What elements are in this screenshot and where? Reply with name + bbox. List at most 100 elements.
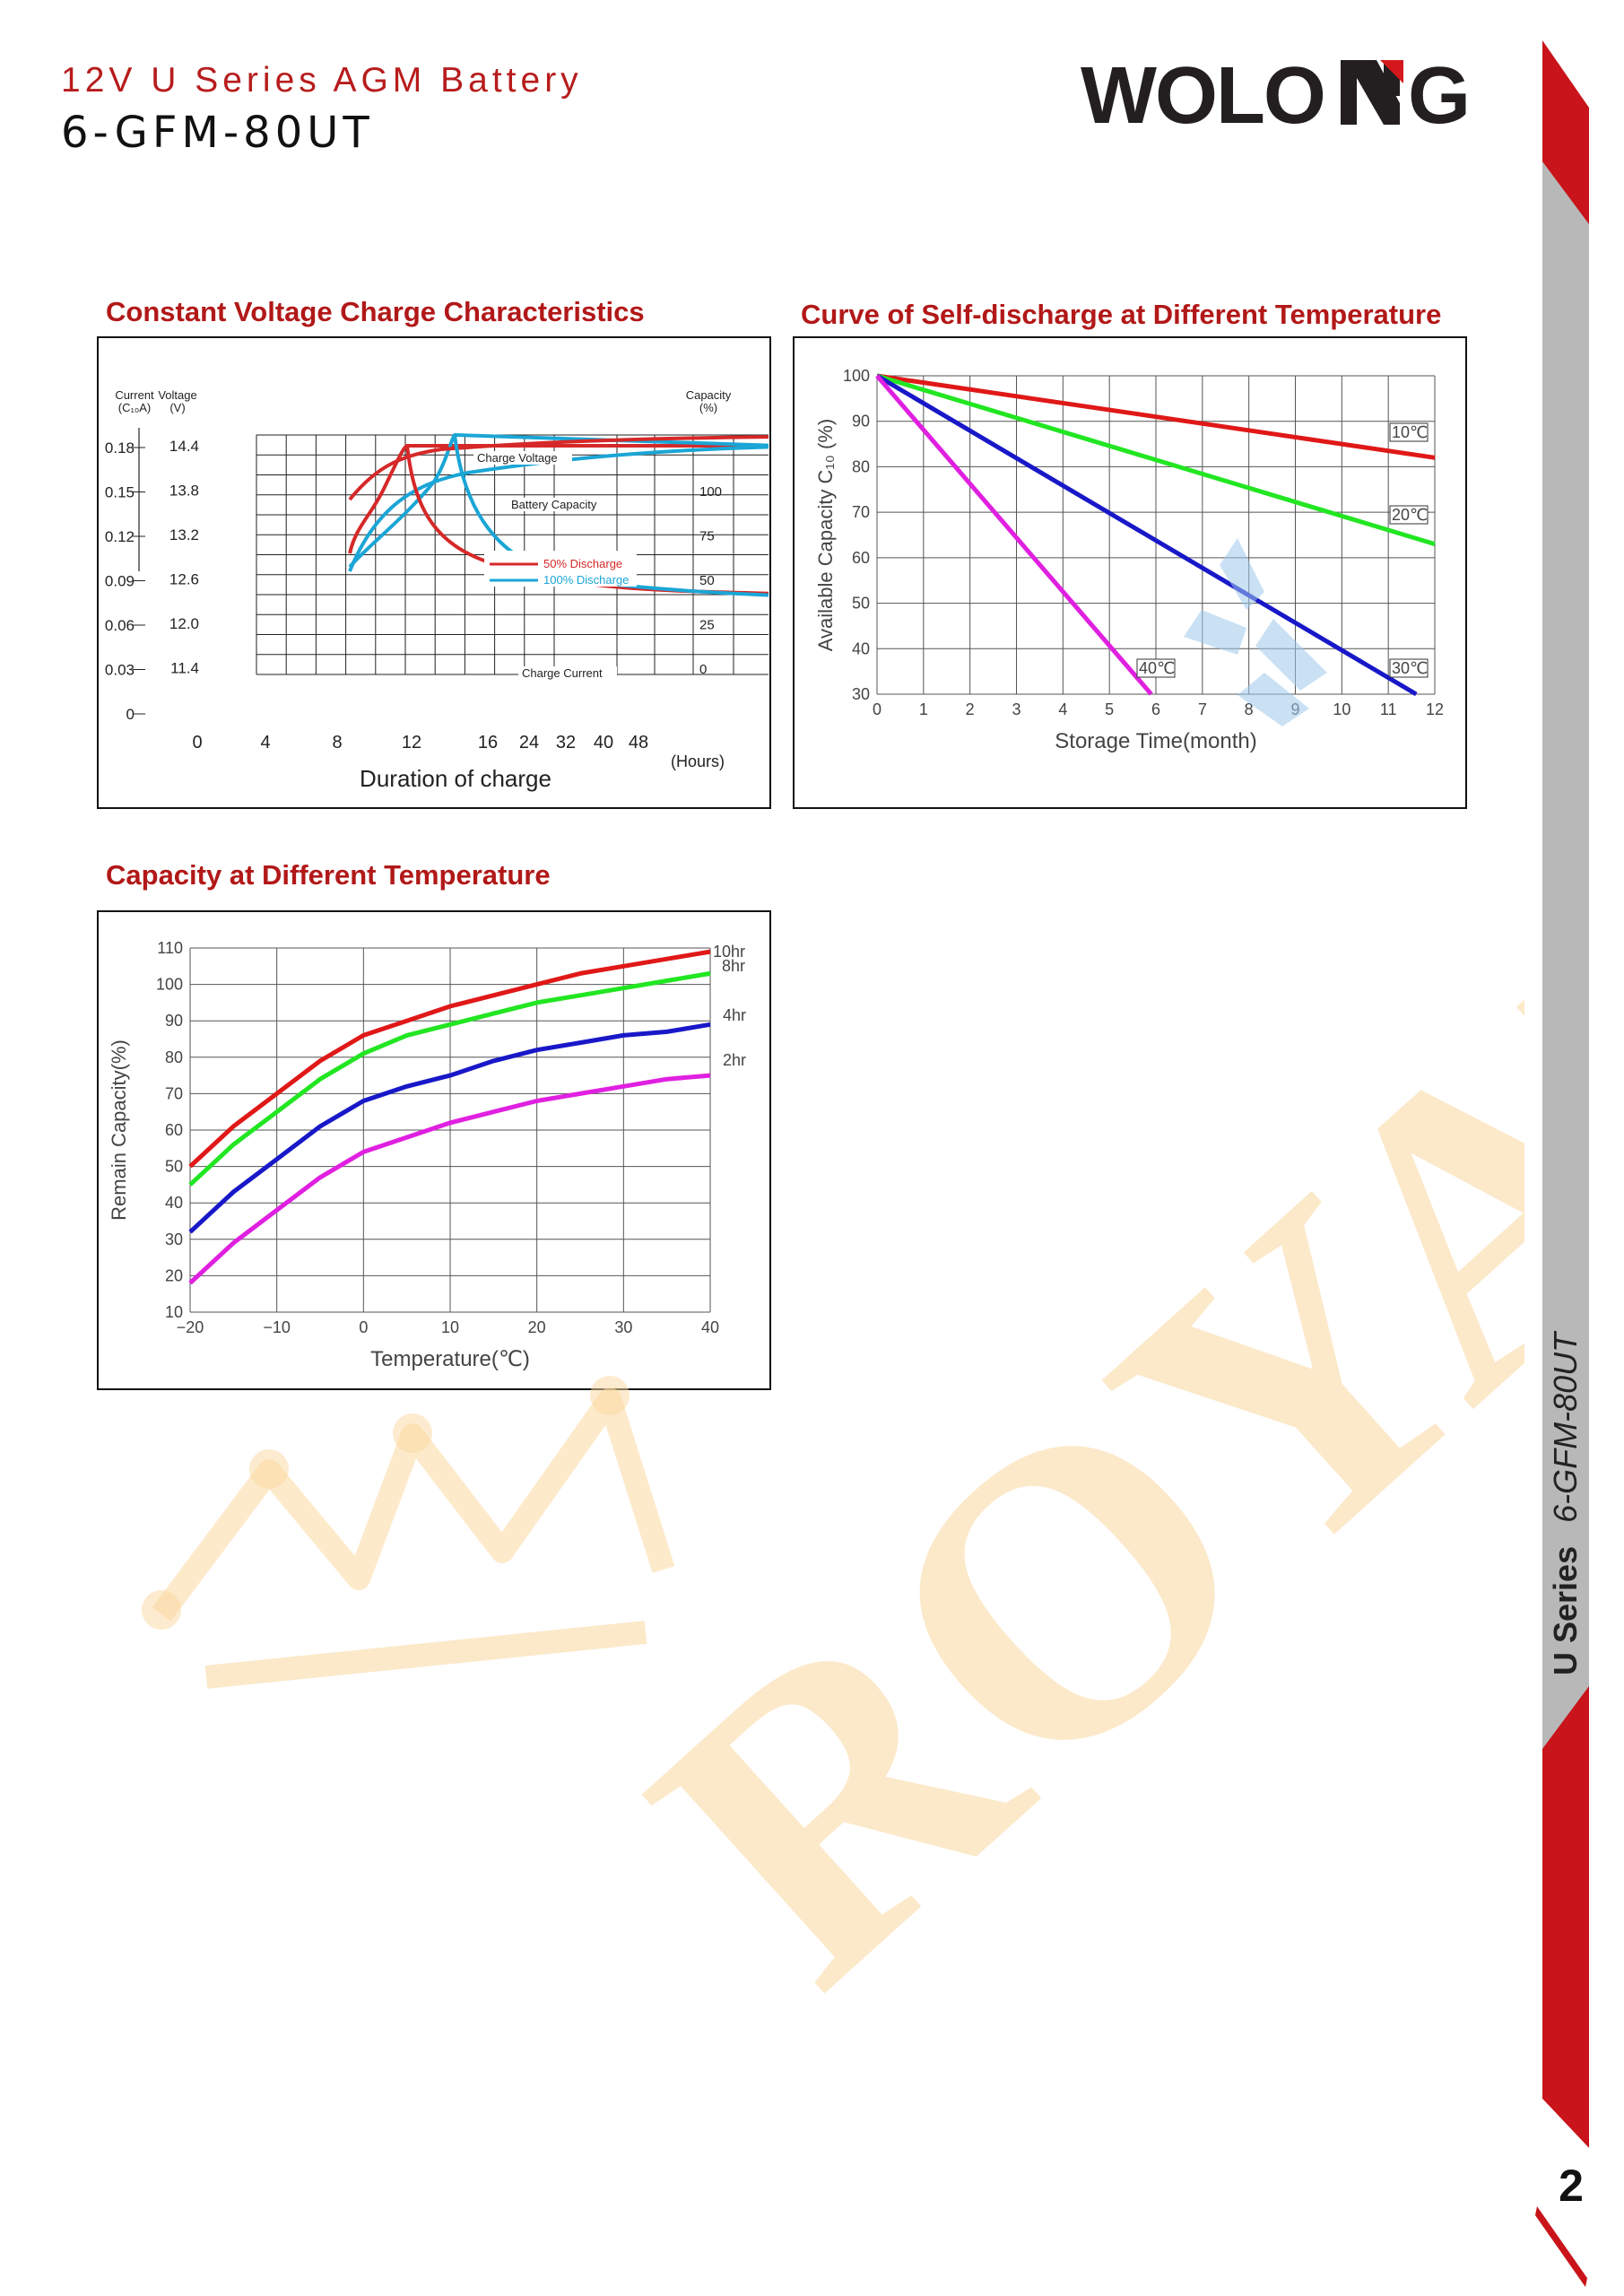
y-tick-label: 110 [157,939,183,957]
series-label-box [1389,505,1429,525]
x-tick-label: −10 [263,1318,291,1336]
voltage-tick-label: 13.8 [169,483,199,500]
y-tick-label: 90 [852,413,870,430]
section-title-self-discharge: Curve of Self-discharge at Different Tem… [801,299,1442,330]
x-tick-label: 6 [1151,700,1160,718]
x-tick-label: 5 [1105,700,1114,718]
y-tick-label: 30 [165,1231,183,1248]
x-tick-label: 3 [1012,700,1020,718]
y-tick-label: 90 [165,1012,183,1030]
voltage-axis-label: (V) [169,401,185,414]
x-axis-title: Duration of charge [360,765,551,792]
current-tick-label: 0.18 [105,439,135,457]
y-tick-label: 30 [852,685,870,703]
current-tick-label: 0.06 [105,617,135,634]
x-tick-label: 40 [594,733,613,752]
series-label: 30℃ [1392,659,1428,677]
y-tick-label: 60 [852,549,870,567]
current-tick-label: 0.15 [105,484,135,501]
capacity-tick-label: 25 [699,618,715,633]
series-label: 8hr [722,957,745,975]
y-tick-label: 40 [852,639,870,657]
capacity-tick-label: 100 [699,484,722,500]
voltage-axis-label: Voltage [158,388,196,402]
side-model-name: 6-GFM-80UT [1547,1332,1584,1523]
section-title-charge: Constant Voltage Charge Characteristics [106,296,645,327]
series-label: 4hr [723,1006,746,1024]
x-tick-label: 7 [1198,700,1207,718]
y-tick-label: 10 [165,1303,183,1321]
x-tick-label: 10 [1333,700,1350,718]
legend-label-100: 100% Discharge [543,573,629,587]
current-axis-label: Current [115,388,154,402]
series-line-40℃ [875,374,1153,696]
curve-capacity-100 [348,445,781,572]
x-tick-label: 32 [556,733,576,752]
series-line-10hr [188,949,711,1169]
svg-text:G: G [1408,51,1471,139]
x-tick-label: 20 [528,1318,546,1336]
side-series-name: U Series [1547,1545,1584,1675]
x-tick-label: 12 [1426,700,1444,718]
series-line-2hr [188,1073,711,1285]
x-tick-label: 40 [701,1318,719,1336]
charge-chart: Current(C₁₀A) Voltage(V) Capacity(%) 0.18 0.… [105,388,781,792]
x-tick-label: 8 [1245,700,1254,718]
y-tick-label: 60 [165,1121,183,1139]
voltage-tick-label: 12.0 [169,615,199,632]
series-line-8hr [188,970,711,1187]
charge-chart-panel: Current (C₁₀A) Voltage (V) Capacity (%) 0.18 0.… [97,336,781,809]
current-tick-label: 0.12 [105,528,135,545]
y-tick-label: 100 [156,976,183,994]
capacity-tick-label: 50 [699,573,715,588]
legend-label-50: 50% Discharge [543,557,622,570]
series-line-4hr [188,1022,711,1234]
curve-charge-voltage-100 [348,432,781,569]
series-label: 10℃ [1392,423,1428,441]
side-series-label: U Series 6-GFM-80UT [1547,1333,1601,1729]
capacity-tick-label: 0 [699,662,707,677]
series-line-20℃ [876,373,1436,546]
x-tick-label: 4 [260,733,270,752]
series-label-box [1389,422,1429,442]
x-tick-label: −20 [177,1318,204,1336]
y-tick-label: 50 [165,1158,183,1176]
y-tick-label: 80 [165,1048,183,1066]
x-tick-label: 2 [966,700,975,718]
x-tick-label: 0 [359,1318,368,1336]
capacity-tick-label: 75 [699,529,715,544]
capacity-axis-label: (%) [699,401,717,414]
x-tick-label: 4 [1058,700,1067,718]
annotation-bg [518,666,617,680]
annotation-charge-current: Charge Current [522,666,603,680]
capacity-temp-chart: −20 −10 0 10 20 30 40 10 20 30 40 50 60 70 80 90 100 110 T… [108,939,746,1371]
series-label: 10hr [713,943,745,961]
self-discharge-chart-panel: 0 1 2 3 4 5 6 7 8 9 10 11 12 30 40 50 60 70 80 90 100 Storage… [793,336,1467,809]
series-label: 40℃ [1139,659,1175,677]
self-discharge-chart: 0 1 2 3 4 5 6 7 8 9 10 11 1230405060708090100Storage… [814,367,1444,753]
current-tick-label: 0.09 [105,573,135,590]
voltage-tick-label: 13.2 [169,526,199,544]
annotation-bg [508,498,610,511]
x-tick-label: 11 [1380,700,1397,718]
svg-text:WOLO: WOLO [1081,51,1324,139]
document-title: 12V U Series AGM Battery [61,61,583,100]
y-tick-label: 80 [852,457,870,475]
current-axis-label: (C₁₀A) [118,401,152,414]
x-unit-label: (Hours) [671,752,725,770]
current-tick-label: 0 [126,706,135,723]
x-tick-label: 1 [919,700,928,718]
voltage-tick-label: 12.6 [169,571,199,588]
series-label: 20℃ [1392,506,1428,524]
capacity-axis-label: Capacity [686,388,732,402]
y-tick-label: 70 [852,503,870,521]
x-tick-label: 0 [873,700,881,718]
y-tick-label: 100 [843,367,870,385]
x-axis-title: Storage Time(month) [1055,729,1256,753]
x-tick-label: 9 [1290,700,1299,718]
voltage-tick-label: 14.4 [169,438,199,455]
model-number: 6-GFM-80UT [61,108,374,158]
y-axis-title: Remain Capacity(%) [108,1039,130,1221]
y-tick-label: 20 [165,1266,183,1284]
annotation-battery-capacity: Battery Capacity [511,498,597,511]
